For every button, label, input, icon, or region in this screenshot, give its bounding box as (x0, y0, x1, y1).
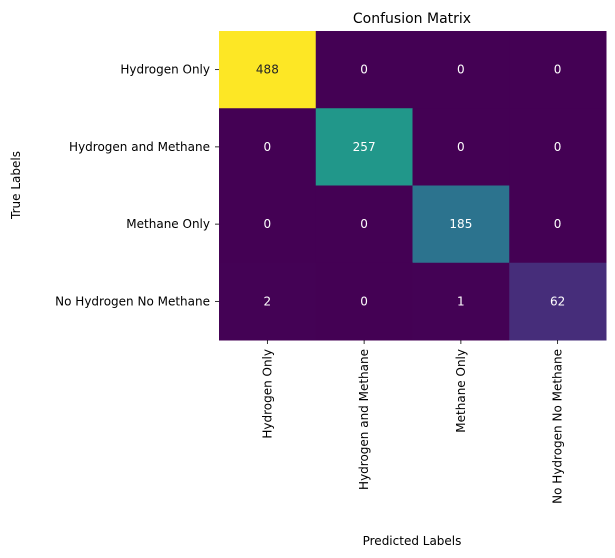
y-tick-label: Hydrogen and Methane (69, 140, 210, 154)
heatmap-cell (509, 185, 607, 264)
cell-value-label: 0 (457, 140, 465, 154)
heatmap-cell (412, 31, 510, 109)
heatmap-cell (412, 108, 510, 186)
cell-value-label: 488 (256, 63, 279, 77)
x-tick-label: Hydrogen and Methane (357, 349, 371, 490)
cell-value-label: 0 (554, 217, 562, 231)
y-axis-label: True Labels (9, 151, 23, 220)
cell-value-label: 185 (449, 217, 472, 231)
heatmap-cell (315, 262, 413, 341)
x-axis-label: Predicted Labels (363, 534, 462, 548)
y-tick-label: No Hydrogen No Methane (55, 294, 210, 308)
heatmap-cell (509, 262, 607, 341)
heatmap-cells (219, 31, 607, 341)
cell-value-label: 0 (360, 217, 368, 231)
cell-value-label: 0 (457, 63, 465, 77)
cell-value-label: 2 (264, 294, 272, 308)
heatmap-cell (509, 31, 607, 109)
y-tick-label: Methane Only (126, 217, 210, 231)
heatmap-cell (412, 262, 510, 341)
cell-value-label: 0 (554, 63, 562, 77)
y-tick-label: Hydrogen Only (120, 63, 210, 77)
chart-title: Confusion Matrix (353, 11, 471, 27)
heatmap-cell (412, 185, 510, 264)
heatmap-cell (219, 31, 317, 109)
x-tick-label: Hydrogen Only (260, 349, 274, 439)
heatmap-cell (315, 108, 413, 186)
x-tick-label: Methane Only (454, 349, 468, 433)
heatmap-cell (509, 108, 607, 186)
cell-value-label: 0 (360, 63, 368, 77)
y-axis-ticks: Hydrogen Only Hydrogen and Methane Methane… (55, 63, 219, 308)
heatmap-cell (315, 31, 413, 109)
x-tick-label: No Hydrogen No Methane (551, 349, 565, 504)
heatmap-cell (315, 185, 413, 264)
cell-value-label: 0 (554, 140, 562, 154)
cell-value-label: 1 (457, 294, 465, 308)
heatmap-cell (219, 185, 317, 264)
cell-value-label: 0 (264, 217, 272, 231)
cell-value-label: 0 (360, 294, 368, 308)
cell-value-label: 0 (264, 140, 272, 154)
x-axis-ticks: Hydrogen Only Hydrogen and Methane Methane… (260, 340, 565, 504)
heatmap-cell (219, 262, 317, 341)
heatmap-cell (219, 108, 317, 186)
cell-value-label: 62 (550, 294, 565, 308)
cell-value-label: 257 (353, 140, 376, 154)
heatmap-cell-labels: 488 0 0 0 0 257 0 0 0 0 185 0 2 0 1 62 (256, 63, 565, 309)
